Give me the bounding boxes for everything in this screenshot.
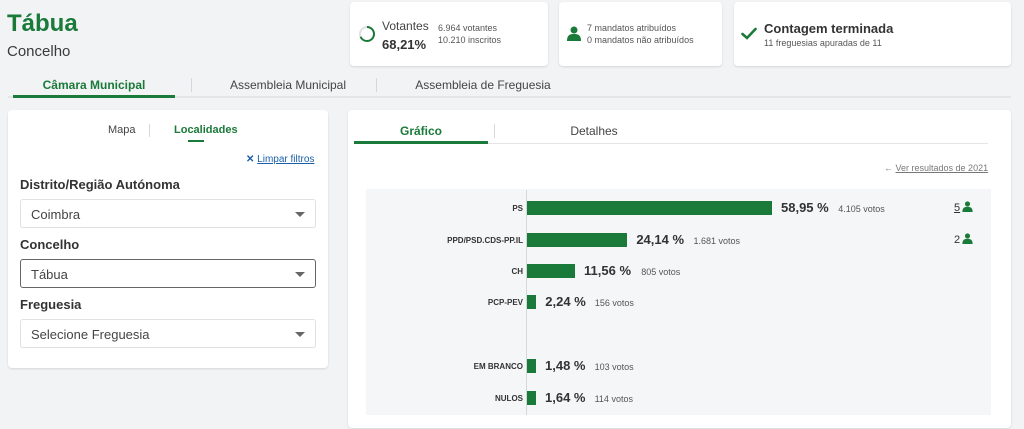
party-label: PPD/PSD.CDS-PP.IL [447,236,523,245]
user-icon [962,201,973,212]
results-panel: Gráfico Detalhes ← Ver resultados de 202… [348,110,1011,428]
active-subtab-indicator [354,141,488,144]
bar-percentage: 1,48 % [545,358,586,373]
bar-percentage: 11,56 % [584,263,632,278]
votantes-percentage: 68,21% [382,37,427,52]
bar-votes: 156 votos [594,298,634,308]
tab-camara-municipal[interactable]: Câmara Municipal [42,78,146,92]
party-label: PS [512,204,523,213]
filters-panel: Mapa Localidades ✕ Limpar filtros Distri… [8,110,328,368]
mandatos-card: 7 mandatos atribuídos 0 mandatos não atr… [559,2,722,66]
subtab-divider [494,124,495,138]
close-icon: ✕ [246,154,255,165]
bar-votes: 4.105 votos [838,204,885,214]
result-bar [527,201,772,215]
tab-divider [376,78,377,92]
votantes-count: 6.964 votantes [438,23,498,33]
freguesia-label: Freguesia [20,297,82,312]
chart-area [366,189,991,415]
freguesia-select[interactable]: Selecione Freguesia [20,319,316,348]
bar-votes: 103 votos [594,362,634,372]
results-2021-label: Ver resultados de 2021 [895,163,989,173]
page-subtitle: Concelho [7,43,71,60]
mandates-number: 2 [954,234,961,246]
clear-filters-label: Limpar filtros [257,154,315,165]
distrito-select[interactable]: Coimbra [20,199,316,228]
contagem-title: Contagem terminada [764,21,894,36]
result-bar [527,391,536,405]
result-bar [527,264,576,278]
result-bar [527,359,536,373]
subtab-grafico[interactable]: Gráfico [399,124,442,138]
contagem-card: Contagem terminada 11 freguesias apurada… [734,2,1011,66]
result-bar [527,295,537,309]
tab-divider [191,78,192,92]
bar-percentage: 24,14 % [636,232,685,247]
arrow-left-icon: ← [884,163,893,173]
bar-percentage: 1,64 % [545,390,586,405]
party-label: CH [511,267,523,276]
clear-filters-link[interactable]: ✕ Limpar filtros [246,154,314,165]
mandates-count: 2 [954,233,973,246]
concelho-label: Concelho [20,237,80,252]
chevron-down-icon [295,272,305,277]
mandates-count[interactable]: 5 [954,201,973,214]
party-label: EM BRANCO [473,362,523,371]
results-subtabs: Gráfico Detalhes [354,118,988,144]
concelho-select[interactable]: Tábua [20,259,316,288]
distrito-label: Distrito/Região Autónoma [20,177,180,192]
checkmark-icon [741,27,757,40]
subtab-detalhes[interactable]: Detalhes [570,124,618,138]
freguesia-value: Selecione Freguesia [31,327,150,342]
subtab-mapa[interactable]: Mapa [108,124,136,136]
chart-axis [526,190,527,415]
chevron-down-icon [295,332,305,337]
votantes-card: Votantes 68,21% 6.964 votantes 10.210 in… [350,2,548,66]
tab-assembleia-municipal[interactable]: Assembleia Municipal [229,78,347,92]
mandates-number: 5 [954,202,961,214]
contagem-subtitle: 11 freguesias apuradas de 11 [764,38,882,48]
mandatos-nao-atribuidos: 0 mandatos não atribuídos [587,35,694,45]
inscritos-count: 10.210 inscritos [438,35,502,45]
bar-votes: 1.681 votos [693,236,741,246]
result-bar [527,233,628,247]
user-icon [962,233,973,244]
bar-percentage: 58,95 % [781,200,829,215]
party-label: PCP-PEV [487,298,523,307]
turnout-ring-icon [359,26,375,42]
subtab-divider [149,124,150,137]
distrito-value: Coimbra [31,207,81,222]
main-tabs: Câmara Municipal Assembleia Municipal As… [8,74,1011,98]
active-subtab-indicator [188,140,204,142]
tab-assembleia-freguesia[interactable]: Assembleia de Freguesia [415,78,551,92]
subtab-localidades[interactable]: Localidades [174,124,238,136]
results-2021-link[interactable]: ← Ver resultados de 2021 [884,163,988,173]
mandatos-atribuidos: 7 mandatos atribuídos [587,23,677,33]
votantes-label: Votantes [382,19,429,33]
active-tab-indicator [13,95,175,98]
concelho-value: Tábua [31,267,68,282]
bar-votes: 114 votos [594,394,633,404]
bar-votes: 805 votos [641,267,681,277]
page-title: Tábua [7,10,78,37]
bar-percentage: 2,24 % [545,294,586,309]
user-icon [567,26,581,41]
party-label: NULOS [495,394,523,403]
chevron-down-icon [295,212,305,217]
